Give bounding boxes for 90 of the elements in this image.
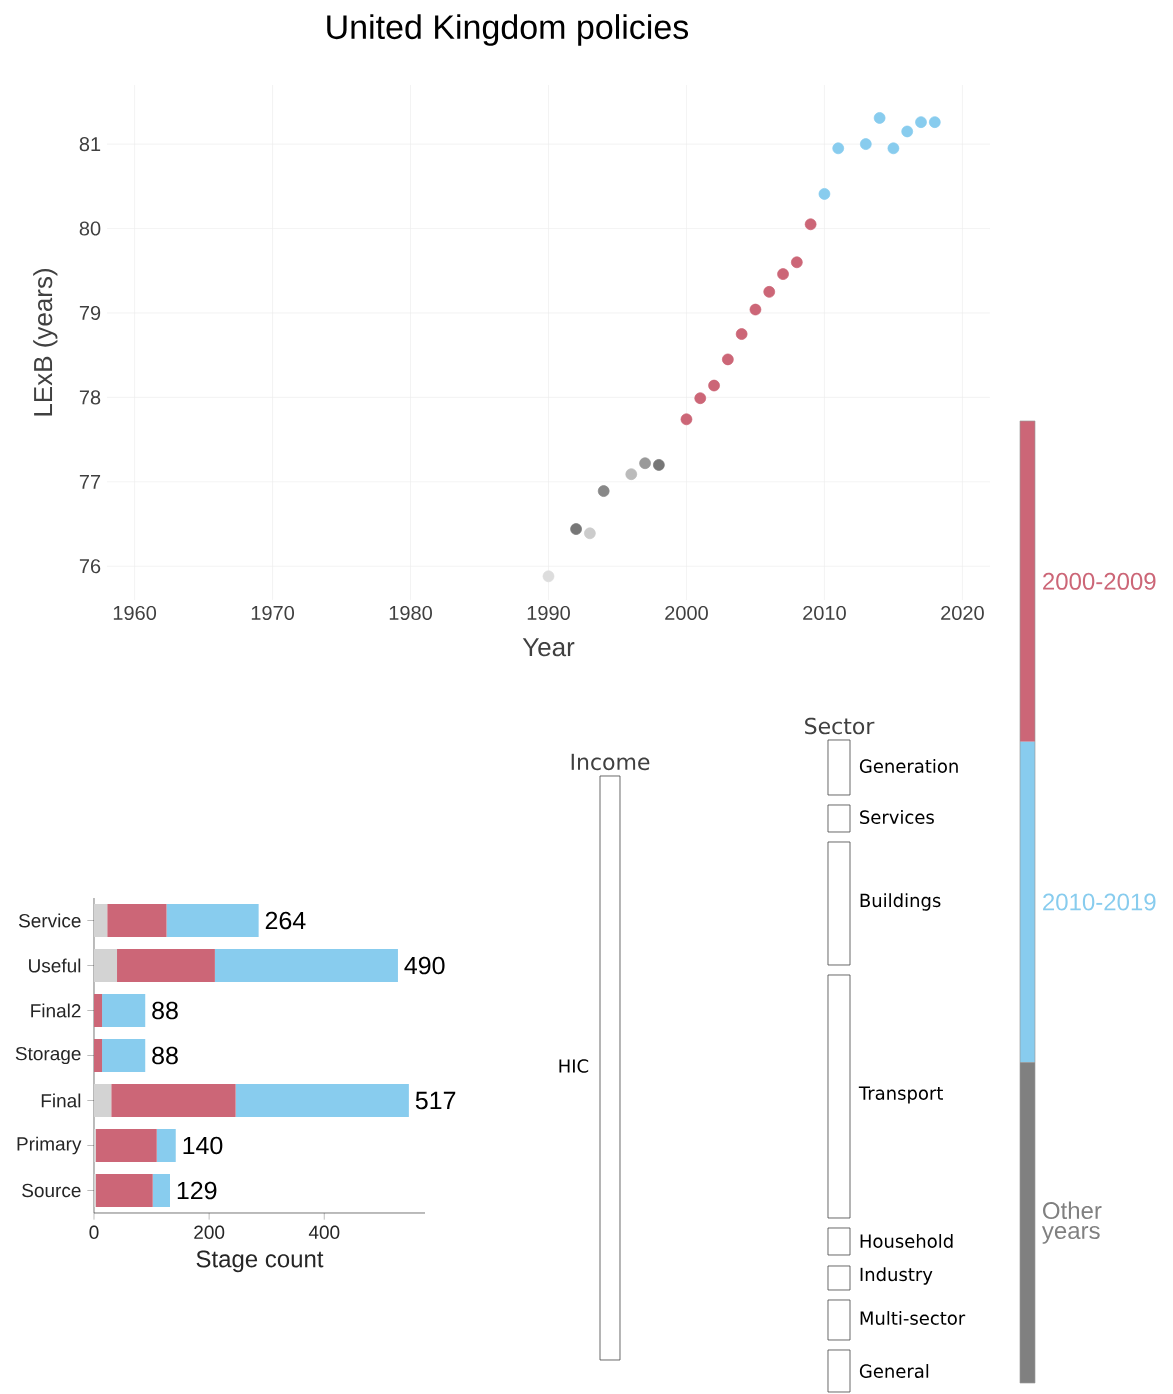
point [915, 116, 927, 128]
point [832, 142, 845, 155]
point [653, 459, 665, 471]
point [722, 353, 734, 366]
bar [107, 904, 167, 938]
y-tick-label: Useful [29, 958, 81, 973]
point [749, 303, 762, 316]
y-tick-label: 76 [79, 559, 101, 574]
x-tick-label: 200 [194, 1225, 225, 1240]
category-label: Generation [859, 759, 958, 773]
y-tick-label: 79 [79, 305, 101, 321]
annotation: 264 [265, 911, 306, 930]
annotation: 140 [183, 1136, 223, 1155]
bar [166, 904, 259, 938]
y-tick-label: Primary [17, 1136, 82, 1155]
point [873, 112, 886, 124]
category-label: Buildings [860, 893, 941, 911]
y-tick-label: Storage [15, 1046, 81, 1065]
point [763, 286, 776, 298]
point [859, 138, 872, 150]
y-tick-label: Final [41, 1093, 81, 1108]
point [818, 188, 831, 200]
text: Income [571, 753, 650, 771]
text: 2010-2019 [1043, 893, 1156, 911]
text: Sector [805, 717, 875, 735]
y-tick-label: Source [22, 1183, 81, 1198]
bar [94, 994, 103, 1028]
bar [117, 949, 215, 983]
point [901, 125, 914, 138]
bar [95, 1129, 157, 1162]
annotation: 517 [415, 1091, 456, 1110]
chart-title: United Kingdom policies [327, 14, 689, 46]
category-label: Services [860, 810, 934, 824]
point [777, 268, 789, 280]
x-tick-label: 2000 [665, 605, 708, 621]
text: 2000-2009 [1043, 572, 1156, 590]
bar [156, 1129, 176, 1162]
x-tick-label: 1990 [527, 605, 570, 621]
x-tick-label: 2020 [941, 605, 984, 621]
x-axis-title: Year [522, 638, 575, 657]
bar [95, 1174, 153, 1207]
annotation: 490 [404, 956, 445, 975]
bar [94, 949, 118, 983]
x-tick-label: 1980 [389, 605, 432, 621]
bar [111, 1084, 236, 1117]
category-label: HIC [559, 1059, 589, 1073]
bar [235, 1084, 409, 1117]
x-tick-label: 2010 [803, 605, 846, 621]
x-tick-label: 1960 [113, 605, 157, 621]
bar [94, 1084, 112, 1117]
y-tick-label: 81 [79, 137, 101, 152]
point [570, 523, 582, 535]
category-label: Industry [860, 1267, 933, 1285]
point [680, 413, 693, 426]
point [708, 379, 720, 392]
point [790, 256, 803, 269]
text: Other years [1041, 1201, 1102, 1244]
x-tick-label: 0 [89, 1225, 99, 1240]
category-label: Transport [858, 1086, 943, 1104]
bar [214, 949, 398, 983]
y-axis-title: LExB (years) [33, 269, 58, 416]
x-tick-label: 400 [308, 1225, 340, 1240]
category-label: Multi-sector [860, 1311, 966, 1325]
point [542, 570, 555, 583]
point [625, 468, 638, 481]
bar [102, 1039, 146, 1072]
point [639, 457, 651, 470]
y-tick-label: Final2 [31, 1003, 81, 1018]
point [584, 527, 596, 540]
annotation: 129 [177, 1181, 217, 1200]
y-tick-label: 80 [79, 221, 101, 236]
point [887, 142, 900, 155]
point [694, 392, 707, 405]
category-label: Household [860, 1234, 953, 1248]
point [804, 218, 817, 231]
annotation: 88 [152, 1001, 178, 1020]
y-tick-label: 77 [79, 474, 101, 489]
point [928, 116, 941, 128]
category-label: General [859, 1364, 929, 1378]
bar [102, 994, 146, 1028]
y-tick-label: Service [18, 913, 81, 928]
y-tick-label: 78 [79, 390, 101, 405]
annotation: 88 [152, 1046, 178, 1065]
x-axis-title: Stage count [196, 1250, 324, 1273]
bar [152, 1174, 170, 1207]
x-tick-label: 1970 [251, 605, 295, 621]
bar [94, 1039, 103, 1072]
bar [94, 904, 108, 938]
point [597, 485, 610, 497]
point [735, 328, 748, 340]
